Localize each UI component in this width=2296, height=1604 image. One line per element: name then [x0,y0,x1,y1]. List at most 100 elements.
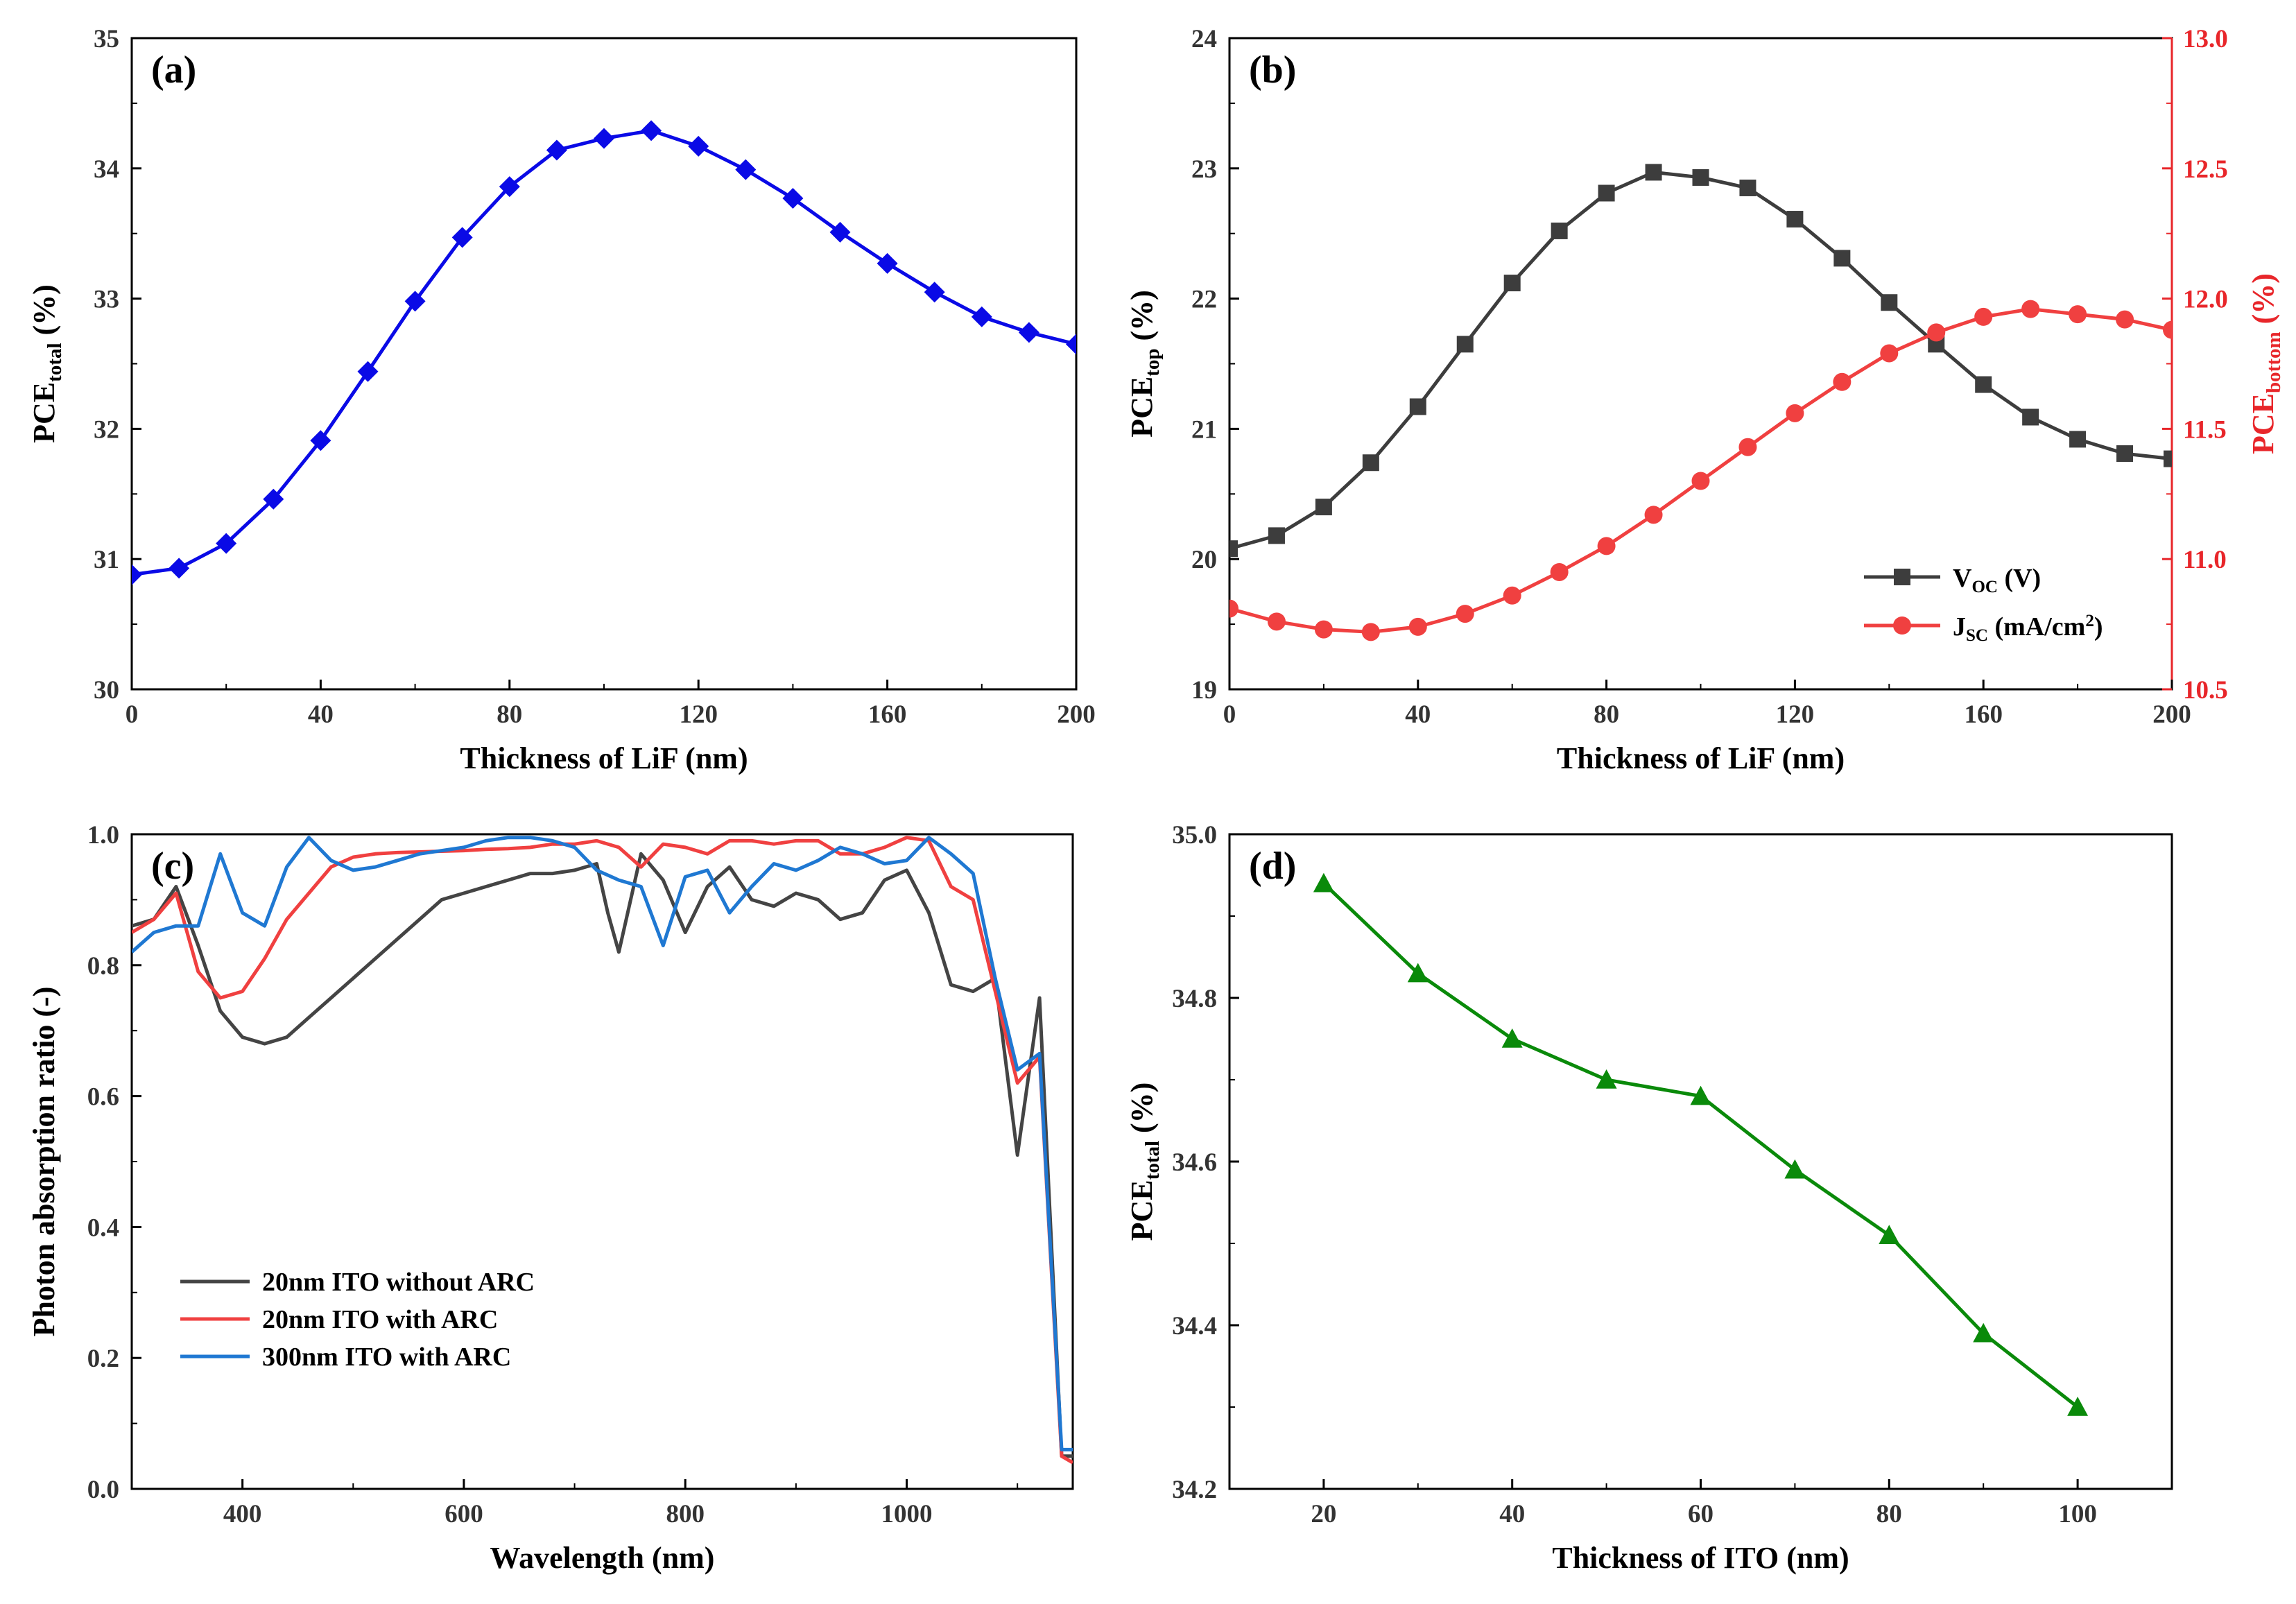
data-point [1738,438,1757,456]
y-tick-label: 33 [94,286,119,314]
plot-area [132,836,1073,1465]
data-point [1503,275,1521,292]
data-point [1645,164,1662,181]
x-tick-label: 600 [444,1500,483,1528]
legend-marker [1893,616,1911,635]
y-right-tick-label: 12.5 [2183,155,2228,184]
legend-item: VOC (V) [1864,564,2041,596]
data-point [735,159,757,180]
data-point [1550,562,1569,581]
data-point [1975,376,1992,393]
y-right-tick-label: 11.5 [2183,415,2227,444]
y-tick-label: 0.8 [87,952,119,981]
plot-area [1313,872,2089,1416]
panel-b: 0 40 80 120 160 200 19 20 21 22 23 24 10.5 11.0 11.5 12… [1125,25,2285,775]
x-axis-label: Thickness of LiF (nm) [460,741,748,775]
data-point [1267,612,1286,631]
series-0 [132,120,1076,585]
x-tick-label: 80 [1594,700,1619,729]
y-tick-label: 1.0 [87,821,119,850]
x-tick-label: 60 [1688,1500,1714,1528]
y-tick-label: 19 [1191,676,1217,705]
y-tick-label: 0.4 [87,1214,119,1242]
legend-marker [1894,569,1910,585]
data-point [404,291,426,312]
data-point [1361,623,1380,641]
data-point [782,187,804,209]
panel-d: 20 40 60 80 100 34.2 34.4 34.6 34.8 35.0 Thickness… [1125,821,2173,1575]
x-tick-label: 40 [1499,1500,1525,1528]
data-point [1407,963,1428,983]
y-tick-label: 34.4 [1172,1312,1217,1340]
series-0 [132,852,1073,1458]
series-1 [1229,300,2172,641]
y-axis-label: PCEtop (%) [1125,290,1164,438]
x-tick-label: 160 [868,700,907,729]
x-axis-label: Thickness of LiF (nm) [1557,741,1845,775]
x-tick-label: 400 [223,1500,262,1528]
y-tick-label: 0.2 [87,1345,119,1373]
data-point [1833,372,1852,391]
data-point [1229,599,1238,618]
data-point [1268,527,1285,544]
data-point [357,361,379,382]
data-point [1596,1069,1617,1089]
data-point [216,533,237,554]
x-tick-label: 80 [497,700,522,729]
data-point [132,564,142,585]
y-tick-label: 35 [94,25,119,53]
data-point [1786,404,1804,422]
data-point [2163,320,2172,339]
y-tick-label: 23 [1191,155,1217,184]
y-tick-label: 34.8 [1172,985,1217,1013]
y-tick-label: 21 [1191,415,1217,444]
data-point [499,176,520,198]
data-point [924,282,945,303]
legend-item: 300nm ITO with ARC [180,1343,511,1372]
data-point [2116,310,2134,329]
y-tick-label: 35.0 [1172,821,1217,850]
data-point [1229,540,1238,558]
y-tick-label: 0.0 [87,1476,119,1504]
x-tick-label: 160 [1964,700,2003,729]
x-tick-label: 0 [126,700,139,729]
data-point [1739,179,1756,196]
data-point [1598,184,1615,202]
data-point [1408,617,1427,636]
x-tick-label: 40 [1405,700,1431,729]
y-tick-label: 31 [94,546,119,574]
data-point [2164,450,2172,467]
data-point [1786,211,1804,228]
data-point [1501,1028,1523,1048]
x-tick-label: 40 [308,700,334,729]
panel-label: (d) [1249,845,1296,888]
panel-c: 400 600 800 1000 0.0 0.2 0.4 0.6 0.8 1.0 Wavelengt… [27,821,1074,1575]
y-right-tick-label: 11.0 [2183,546,2227,574]
plot-area [132,120,1076,585]
data-point [1314,620,1333,639]
y-tick-label: 34.6 [1172,1148,1217,1177]
x-tick-label: 1000 [881,1500,933,1528]
y-right-tick-label: 10.5 [2183,676,2228,705]
y-tick-label: 0.6 [87,1083,119,1112]
y-tick-label: 20 [1191,546,1217,574]
data-point [1409,398,1426,415]
y-tick-label: 34.2 [1172,1476,1217,1504]
x-tick-label: 20 [1311,1500,1336,1528]
y-tick-label: 34 [94,155,119,184]
data-point [2069,305,2087,324]
data-point [2116,445,2134,463]
data-point [1690,1085,1711,1105]
data-point [1066,334,1076,355]
x-tick-label: 200 [2152,700,2191,729]
data-point [1362,454,1379,472]
plot-frame [1228,833,2173,1490]
x-tick-label: 0 [1223,700,1236,729]
panel-label: (b) [1249,49,1296,92]
legend-label: 20nm ITO without ARC [262,1268,535,1297]
series-line [1322,881,2079,1408]
data-point [1597,537,1616,555]
series-2 [132,836,1073,1451]
y-tick-label: 30 [94,676,119,705]
